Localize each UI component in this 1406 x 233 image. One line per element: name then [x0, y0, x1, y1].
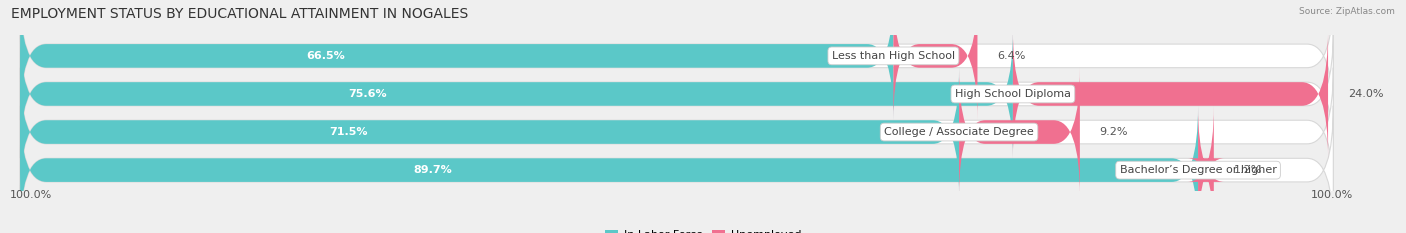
Text: 6.4%: 6.4%: [997, 51, 1025, 61]
Text: Bachelor’s Degree or higher: Bachelor’s Degree or higher: [1119, 165, 1277, 175]
Text: 75.6%: 75.6%: [349, 89, 387, 99]
Text: 9.2%: 9.2%: [1099, 127, 1128, 137]
FancyBboxPatch shape: [20, 30, 1333, 158]
FancyBboxPatch shape: [20, 30, 1012, 158]
Text: 24.0%: 24.0%: [1348, 89, 1384, 99]
FancyBboxPatch shape: [959, 68, 1080, 196]
Text: 100.0%: 100.0%: [1310, 190, 1353, 200]
Text: 1.2%: 1.2%: [1233, 165, 1263, 175]
FancyBboxPatch shape: [20, 0, 893, 120]
Legend: In Labor Force, Unemployed: In Labor Force, Unemployed: [600, 226, 806, 233]
FancyBboxPatch shape: [20, 106, 1333, 233]
Text: 89.7%: 89.7%: [413, 165, 451, 175]
Text: Source: ZipAtlas.com: Source: ZipAtlas.com: [1299, 7, 1395, 16]
FancyBboxPatch shape: [893, 0, 977, 120]
Text: 100.0%: 100.0%: [10, 190, 52, 200]
FancyBboxPatch shape: [1012, 30, 1329, 158]
Text: 66.5%: 66.5%: [307, 51, 344, 61]
Text: 71.5%: 71.5%: [329, 127, 368, 137]
Text: College / Associate Degree: College / Associate Degree: [884, 127, 1033, 137]
FancyBboxPatch shape: [1188, 106, 1225, 233]
FancyBboxPatch shape: [20, 68, 959, 196]
Text: High School Diploma: High School Diploma: [955, 89, 1071, 99]
FancyBboxPatch shape: [20, 106, 1198, 233]
Text: EMPLOYMENT STATUS BY EDUCATIONAL ATTAINMENT IN NOGALES: EMPLOYMENT STATUS BY EDUCATIONAL ATTAINM…: [11, 7, 468, 21]
Text: Less than High School: Less than High School: [832, 51, 955, 61]
FancyBboxPatch shape: [20, 68, 1333, 196]
FancyBboxPatch shape: [20, 0, 1333, 120]
